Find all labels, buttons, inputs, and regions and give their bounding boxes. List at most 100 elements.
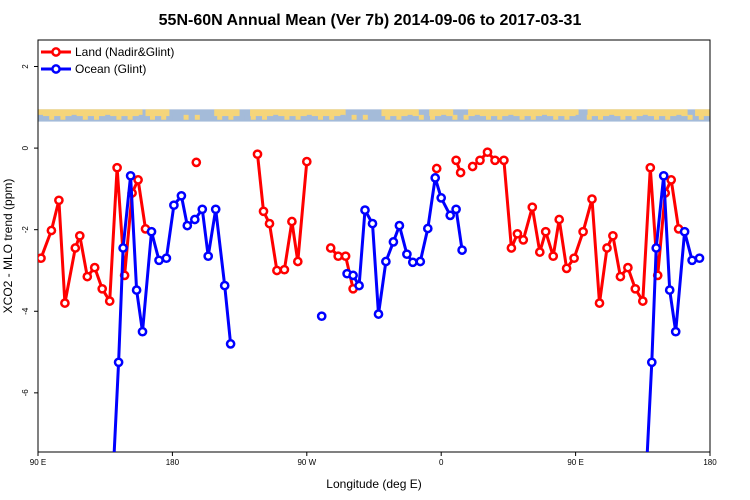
band-texture-9 [138,114,144,120]
series-0-point-6-21 [623,262,633,273]
band-texture-54 [642,114,648,120]
band-texture-58 [687,114,693,120]
series-1-point-0-5 [137,326,148,337]
series-1-point-2-12 [422,223,433,234]
series-1-point-2-3 [360,205,370,215]
band-land-1 [145,109,170,117]
band-texture-52 [620,114,626,120]
series-1-point-2-1 [348,270,358,281]
band-texture-2 [60,114,66,120]
series-0-point-0-2 [54,195,64,206]
band-texture-47 [564,114,570,120]
band-texture-36 [441,114,447,120]
band-texture-7 [116,114,122,120]
series-0-point-1-0 [191,157,202,168]
series-0-point-0-6 [82,271,93,282]
series-1-point-2-4 [367,218,378,229]
band-texture-15 [206,114,211,120]
band-texture-45 [542,114,547,120]
band-texture-33 [407,114,413,120]
series-0-point-2-3 [272,265,282,276]
series-1-point-0-11 [182,220,193,231]
y-tick-label-1: -4 [21,307,30,315]
band-texture-5 [94,114,99,120]
series-0-point-6-16 [587,194,597,204]
series-0-point-6-13 [561,263,572,274]
series-1-point-3-7 [687,255,697,266]
band-texture-41 [497,114,503,120]
series-0-point-0-0 [38,253,46,264]
band-texture-35 [430,114,435,120]
series-0-point-0-4 [70,243,81,253]
series-0-point-6-20 [615,271,626,282]
band-texture-38 [463,114,469,120]
band-texture-30 [374,114,379,120]
band-texture-3 [71,114,77,120]
band-texture-8 [127,114,133,120]
series-0-point-5-0 [451,155,461,166]
band-texture-53 [631,114,637,120]
series-0-point-6-17 [594,298,605,308]
series-1-point-3-2 [651,243,662,253]
series-0-point-0-10 [112,162,122,173]
legend-ocean-label: Ocean (Glint) [75,62,146,76]
series-0-point-6-19 [608,230,618,241]
series-0-point-2-4 [279,264,290,275]
series-0-point-6-8 [527,202,538,213]
band-texture-50 [598,114,603,120]
series-0-point-6-24 [645,162,656,173]
series-0-point-2-5 [287,216,297,227]
band-texture-44 [530,114,536,120]
series-0-point-6-10 [540,226,551,237]
series-0-point-6-7 [518,235,529,245]
band-texture-39 [474,114,480,120]
series-1-point-0-14 [203,251,214,262]
y-axis-label: XCO2 - MLO trend (ppm) [1,179,15,314]
series-0-point-6-2 [482,147,493,158]
band-texture-48 [575,114,581,120]
x-tick-label-1: 180 [166,458,180,467]
series-1-point-3-5 [670,326,681,337]
band-texture-26 [329,114,335,120]
band-texture-42 [508,114,514,120]
x-tick-label-3: 0 [439,458,444,467]
series-1-point-1-0 [316,311,327,322]
band-texture-34 [418,114,424,120]
series-0-point-6-4 [499,155,509,166]
series-1-point-3-8 [694,253,705,264]
series-0-point-6-14 [569,253,579,264]
band-texture-23 [295,114,301,120]
series-1-point-0-6 [146,226,157,237]
series-1-point-0-12 [189,214,200,225]
series-0-line-6 [471,150,681,305]
series-1-point-0-7 [154,255,164,266]
series-0-point-0-8 [97,283,108,294]
series-1-point-2-13 [430,173,441,183]
band-texture-27 [340,114,346,120]
band-texture-16 [217,114,223,120]
series-0-point-6-27 [666,175,677,185]
legend: Land (Nadir&Glint) Ocean (Glint) [41,45,174,76]
x-tick-label-5: 180 [703,458,717,467]
series-1-point-3-3 [658,170,669,181]
band-texture-17 [228,114,234,120]
series-1-point-0-8 [161,253,172,264]
series-0-point-6-23 [637,296,648,306]
band-texture-25 [318,114,323,120]
band-land-6 [468,109,579,117]
series-0-point-6-5 [506,243,517,253]
series-1-point-2-9 [402,249,412,260]
band-land-4 [381,109,419,117]
series-0-point-0-13 [133,175,143,185]
band-texture-14 [194,114,200,120]
series-1-line-0 [112,174,233,452]
series-0-point-6-6 [512,228,523,239]
y-tick-label-2: -2 [21,226,30,234]
series-0 [38,147,684,308]
series-0-point-0-7 [89,262,100,273]
series-0-point-0-3 [60,298,70,308]
band-texture-12 [172,114,178,120]
series-0-point-3-2 [340,251,351,262]
band-texture-55 [654,114,659,120]
